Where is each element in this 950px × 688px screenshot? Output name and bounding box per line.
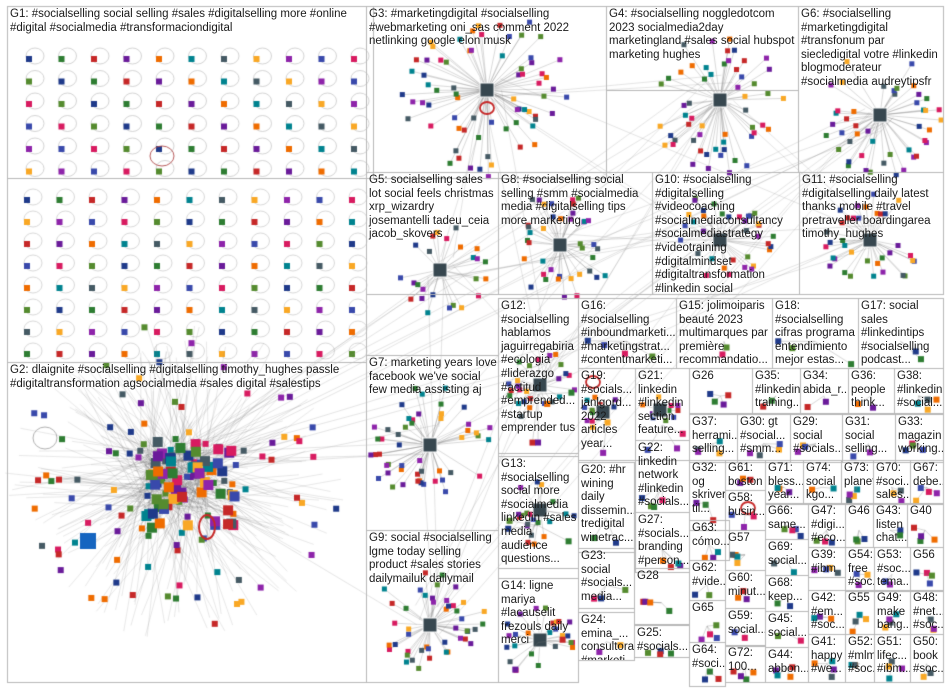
group-label-g1: G1: #socialselling social selling #sales… xyxy=(10,8,351,34)
group-label-g74: G74: social kgo... xyxy=(806,462,839,502)
group-label-g17: G17: social sales #linkedintips #socials… xyxy=(861,300,933,367)
group-label-g32: G32: og skriver til... xyxy=(692,462,725,515)
group-label-g50: G50: book #soc... xyxy=(913,636,943,676)
group-label-g36: G36: people think... xyxy=(851,370,889,410)
group-label-g23: G23: social #socials... media... xyxy=(581,550,633,603)
group-label-g72: G72: 100... xyxy=(728,647,757,673)
group-label-g41: G41: happy #we... xyxy=(811,636,843,676)
group-label-g13: G13: #socialselling social more #socialm… xyxy=(501,458,577,566)
group-label-g11: G11: #socialselling #digitalselling dail… xyxy=(802,174,934,241)
group-label-g64: G64: #soci... xyxy=(692,644,725,670)
group-label-g54: G54: free #soc... xyxy=(848,549,874,589)
group-label-g33: G33: magazin working... xyxy=(898,416,943,456)
group-label-g26: G26 xyxy=(692,370,714,382)
group-label-g49: G49: make bang... xyxy=(877,592,910,632)
group-label-g37: G37: herrami... selling... xyxy=(692,416,737,456)
group-label-g8: G8: #socialselling social selling #smm #… xyxy=(501,174,642,227)
group-label-g58: G58: busin... xyxy=(728,492,765,518)
group-label-g38: G38: #linkedin #social... xyxy=(897,370,943,410)
group-label-g10: G10: #socialselling #digitalselling #vid… xyxy=(655,174,787,294)
group-label-g29: G29: social #socials... xyxy=(793,416,842,456)
group-label-g52: G52: #mlm #soc... xyxy=(848,636,874,676)
group-label-g27: G27: #socials... branding #person... xyxy=(638,514,689,567)
group-label-g16: G16: #socialselling #inboundmarketi... #… xyxy=(581,300,676,367)
group-label-g39: G39: #ibm xyxy=(811,549,840,575)
group-label-g21: G21: linkedin #linkedin section feature.… xyxy=(638,370,687,437)
group-label-g19: G19: #socials... janlgord... 2022 articl… xyxy=(581,370,633,450)
group-label-g66: G66: same... xyxy=(768,505,806,531)
group-label-g9: G9: social #socialselling lgme today sel… xyxy=(369,532,495,585)
group-label-g55: G55 xyxy=(848,592,870,604)
group-label-g7: G7: marketing years love facebook we've … xyxy=(369,357,497,397)
group-label-g47: G47: #digi... #eco... xyxy=(811,505,845,545)
group-label-g59: G59: social... xyxy=(728,610,765,636)
group-label-g12: G12: #socialselling hablamos jaguirregab… xyxy=(501,300,576,435)
group-label-g69: G69: social... xyxy=(768,541,807,567)
group-label-g2: G2: dlaignite #socialselling #digitalsel… xyxy=(10,364,343,390)
group-label-g43: G43: listen chat... xyxy=(876,505,907,545)
group-label-g6: G6: #socialselling #marketingdigital #tr… xyxy=(801,8,942,88)
group-label-g68: G68: keep... xyxy=(768,577,803,603)
group-label-g45: G45: social... xyxy=(768,613,807,639)
group-label-g62: G62: #vide... xyxy=(692,562,725,588)
group-label-g67: G67: debe... xyxy=(913,462,943,488)
group-label-g70: G70: #soci... sales... xyxy=(876,462,910,502)
group-label-g61: G61: boston xyxy=(728,462,763,488)
group-label-g65: G65 xyxy=(692,602,714,614)
group-label-g25: G25: #socials... xyxy=(637,627,689,653)
group-label-g60: G60: minut... xyxy=(728,572,765,598)
group-label-g51: G51: lifec... #ibm... xyxy=(877,636,910,676)
group-label-g73: G73: planet xyxy=(844,462,873,488)
group-label-g57: G57 xyxy=(728,532,750,544)
group-label-g56: G56 xyxy=(913,549,935,561)
group-label-g14: G14: ligne mariya #lacauselit frezouls d… xyxy=(501,580,572,647)
group-label-g48: G48: #net... #soc... xyxy=(913,592,943,632)
group-label-g3: G3: #marketingdigital #socialselling #we… xyxy=(369,8,573,48)
group-label-g18: G18: #socialselling cifras programa ente… xyxy=(775,300,858,367)
group-label-g20: G20: #hr wining daily dissemin... tredig… xyxy=(581,464,634,544)
group-label-g46: G46 xyxy=(848,505,870,517)
group-label-g44: G44: abbon... xyxy=(768,649,808,675)
group-label-g31: G31: social selling... xyxy=(845,416,888,456)
group-label-g28: G28 xyxy=(637,570,659,582)
group-label-g15: G15: jolimoiparis beauté 2023 multimarqu… xyxy=(679,300,772,367)
group-label-g4: G4: #socialselling noggledotcom 2023 soc… xyxy=(609,8,798,61)
group-label-g22: G22: linkedin network #linkedin #socials… xyxy=(638,442,689,509)
group-label-g35: G35: #linkedinabida_r... training... xyxy=(755,370,800,410)
group-label-g5: G5: socialselling sales lot social feels… xyxy=(369,174,497,241)
group-label-g53: G53: #soc... tema... xyxy=(877,549,910,589)
group-label-g34: G34: abida_r... xyxy=(803,370,848,396)
group-label-g24: G24: emina_... consultora #marketi... xyxy=(581,614,634,660)
group-label-g40: G40 xyxy=(910,505,932,517)
group-label-g42: G42: #em... #soc... xyxy=(811,592,845,632)
group-label-g63: G63: cómo... xyxy=(692,522,729,548)
group-label-g30: G30: gt #social... #smm... xyxy=(740,416,789,456)
group-label-g71: G71: bless... year... xyxy=(768,462,803,502)
